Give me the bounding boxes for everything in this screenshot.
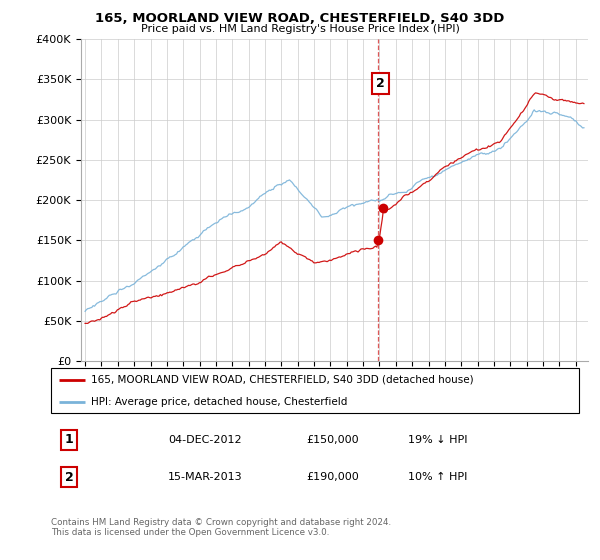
Text: 1: 1: [65, 433, 73, 446]
FancyBboxPatch shape: [51, 368, 579, 413]
Text: £190,000: £190,000: [306, 472, 359, 482]
Text: 165, MOORLAND VIEW ROAD, CHESTERFIELD, S40 3DD: 165, MOORLAND VIEW ROAD, CHESTERFIELD, S…: [95, 12, 505, 25]
Text: 2: 2: [65, 470, 73, 484]
Text: HPI: Average price, detached house, Chesterfield: HPI: Average price, detached house, Ches…: [91, 397, 347, 407]
Text: Price paid vs. HM Land Registry's House Price Index (HPI): Price paid vs. HM Land Registry's House …: [140, 24, 460, 34]
Text: 15-MAR-2013: 15-MAR-2013: [168, 472, 242, 482]
Text: 2: 2: [376, 77, 385, 90]
Text: 04-DEC-2012: 04-DEC-2012: [168, 435, 242, 445]
Text: 19% ↓ HPI: 19% ↓ HPI: [408, 435, 467, 445]
Text: 10% ↑ HPI: 10% ↑ HPI: [408, 472, 467, 482]
Text: £150,000: £150,000: [306, 435, 359, 445]
Text: Contains HM Land Registry data © Crown copyright and database right 2024.
This d: Contains HM Land Registry data © Crown c…: [51, 518, 391, 538]
Text: 165, MOORLAND VIEW ROAD, CHESTERFIELD, S40 3DD (detached house): 165, MOORLAND VIEW ROAD, CHESTERFIELD, S…: [91, 375, 473, 385]
